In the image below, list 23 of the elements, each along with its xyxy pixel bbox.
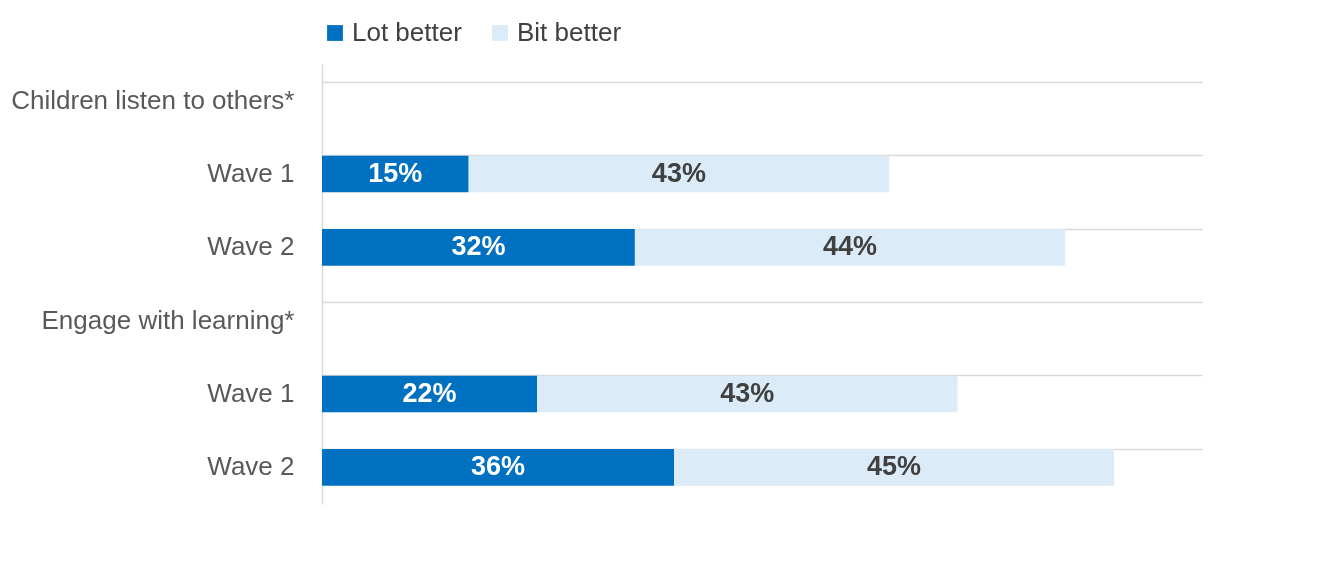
bar <box>322 449 674 486</box>
data-label: 22% <box>402 378 457 408</box>
data-label: 44% <box>822 231 878 262</box>
legend-label: Lot better <box>352 17 463 47</box>
bar <box>322 229 635 266</box>
y-tick-label: Children listen to others* <box>11 84 295 115</box>
y-tick-label: Wave 1 <box>207 378 295 408</box>
y-tick-label: Wave 2 <box>207 231 295 262</box>
data-label: 45% <box>866 451 922 482</box>
data-label: 36% <box>470 451 526 482</box>
bar <box>634 229 1066 266</box>
y-tick-label: Wave 1 <box>207 158 295 188</box>
bar <box>537 375 958 413</box>
bar <box>468 155 890 193</box>
legend-label: Bit better <box>517 17 622 47</box>
data-label: 15% <box>368 158 423 188</box>
data-label: 43% <box>720 378 775 408</box>
y-tick-label: Engage with learning* <box>41 304 295 335</box>
y-tick-label: Wave 2 <box>207 451 295 482</box>
data-label: 32% <box>451 231 506 262</box>
data-label: 43% <box>651 158 706 188</box>
bar <box>322 375 538 413</box>
bar <box>674 449 1114 486</box>
